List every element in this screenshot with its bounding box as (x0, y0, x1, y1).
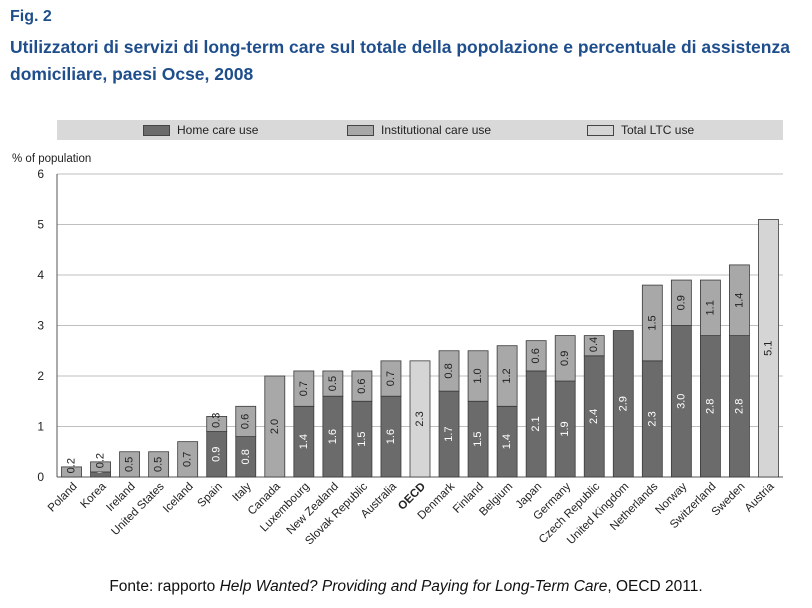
data-label-institutional: 0.8 (443, 363, 455, 378)
bar-total-Austria (758, 219, 779, 478)
data-label-home: 2.4 (588, 409, 600, 424)
bar-institutional-Netherlands (641, 284, 663, 362)
data-label-home: 2.1 (530, 416, 542, 431)
bar-institutional-Czech Republic (583, 335, 605, 357)
data-label-home: 1.7 (443, 426, 455, 441)
source-prefix: Fonte: rapporto (109, 578, 220, 595)
data-label-home: 1.6 (385, 429, 397, 444)
y-tick-label: 5 (37, 218, 44, 232)
data-label-institutional: 2.0 (269, 419, 281, 434)
data-label-institutional: 0.7 (385, 371, 397, 386)
legend-item-institutional: Institutional care use (347, 123, 491, 137)
bar-institutional-Italy (235, 405, 257, 437)
data-label-institutional: 0.2 (66, 458, 78, 473)
data-label-home: 2.3 (646, 411, 658, 426)
data-label-institutional: 1.2 (501, 368, 513, 383)
x-tick-label: Austria (743, 480, 777, 514)
data-label-institutional: 0.4 (588, 337, 600, 352)
x-tick-label: Italy (230, 480, 254, 504)
y-tick-label: 6 (37, 167, 44, 181)
data-label-institutional: 0.6 (240, 414, 252, 429)
bar-institutional-Sweden (729, 264, 750, 336)
data-label-home: 0.8 (240, 449, 252, 464)
bar-institutional-Belgium (496, 345, 518, 407)
data-label-home: 2.8 (733, 399, 745, 414)
data-label-institutional: 0.9 (559, 351, 571, 366)
data-label-institutional: 0.7 (182, 452, 194, 467)
data-label-institutional: 0.6 (356, 378, 368, 393)
x-tick-label: United States (109, 480, 166, 537)
data-label-institutional: 0.3 (211, 413, 223, 428)
bar-institutional-Switzerland (700, 279, 721, 336)
data-label-institutional: 0.5 (124, 457, 136, 472)
x-tick-label: Poland (46, 481, 80, 515)
chart-title: Utilizzatori di servizi di long-term car… (10, 37, 790, 84)
data-label-institutional: 0.2 (95, 453, 107, 468)
source-note: Fonte: rapporto Help Wanted? Providing a… (0, 578, 812, 596)
y-tick-label: 1 (37, 420, 44, 434)
data-label-total: 2.3 (414, 411, 426, 426)
x-tick-label: Iceland (161, 481, 196, 516)
bar-institutional-Australia (380, 360, 402, 397)
data-label-institutional: 1.1 (704, 300, 716, 315)
legend-label-institutional: Institutional care use (381, 123, 492, 137)
bar-institutional-Ireland (119, 451, 140, 478)
data-label-home: 1.9 (559, 421, 571, 436)
legend-swatch-total (587, 124, 614, 136)
data-label-total: 5.1 (762, 341, 774, 356)
y-tick-label: 2 (37, 369, 44, 383)
bar-institutional-Denmark (438, 350, 460, 392)
data-label-institutional: 0.6 (530, 348, 542, 363)
bar-institutional-Korea (90, 461, 111, 473)
figure-label: Fig. 2 (10, 8, 52, 25)
data-label-institutional: 1.5 (646, 315, 658, 330)
bar-institutional-Luxembourg (293, 370, 315, 407)
legend-item-total: Total LTC use (587, 123, 694, 137)
bar-institutional-Japan (525, 340, 547, 372)
bar-chart: % of population01234560.2Poland0.10.2Kor… (12, 153, 783, 547)
bar-institutional-Canada (264, 375, 286, 478)
x-tick-label: Spain (196, 481, 225, 510)
source-title: Help Wanted? Providing and Paying for Lo… (219, 578, 608, 595)
bar-institutional-Spain (206, 415, 228, 432)
legend: Home care use Institutional care use Tot… (57, 120, 783, 140)
legend-label-total: Total LTC use (621, 123, 695, 137)
bar-institutional-Norway (670, 279, 692, 326)
data-label-institutional: 0.5 (327, 376, 339, 391)
legend-label-home: Home care use (177, 123, 259, 137)
data-label-institutional: 0.7 (298, 381, 310, 396)
y-tick-label: 4 (37, 268, 44, 282)
y-axis-label: % of population (12, 153, 91, 165)
data-label-home: 1.4 (501, 434, 513, 449)
legend-item-home: Home care use (143, 123, 258, 137)
data-label-home: 2.9 (617, 396, 629, 411)
bar-institutional-United States (148, 451, 170, 478)
legend-swatch-institutional (347, 124, 374, 136)
bar-home-United Kingdom (612, 330, 634, 478)
bar-institutional-Iceland (177, 441, 199, 478)
data-label-home: 1.4 (298, 434, 310, 449)
data-label-institutional: 1.0 (472, 368, 484, 383)
data-label-institutional: 0.5 (153, 457, 165, 472)
bar-institutional-Poland (61, 466, 82, 478)
data-label-home: 3.0 (675, 394, 687, 409)
data-label-home: 1.5 (356, 431, 368, 446)
data-label-institutional: 1.4 (733, 293, 745, 308)
bar-institutional-Germany (554, 335, 576, 382)
data-label-institutional: 0.9 (675, 295, 687, 310)
data-label-home: 2.8 (704, 399, 716, 414)
data-label-home: 1.6 (327, 429, 339, 444)
source-suffix: , OECD 2011. (607, 578, 703, 595)
y-tick-label: 0 (37, 470, 44, 484)
data-label-home: 0.9 (211, 447, 223, 462)
bar-institutional-Finland (467, 350, 489, 402)
y-tick-label: 3 (37, 319, 44, 333)
legend-swatch-home (143, 124, 170, 136)
data-label-home: 1.5 (472, 431, 484, 446)
bar-institutional-Slovak Republic (351, 370, 373, 402)
bar-institutional-New Zealand (322, 370, 344, 397)
bar-total-OECD (409, 360, 431, 478)
